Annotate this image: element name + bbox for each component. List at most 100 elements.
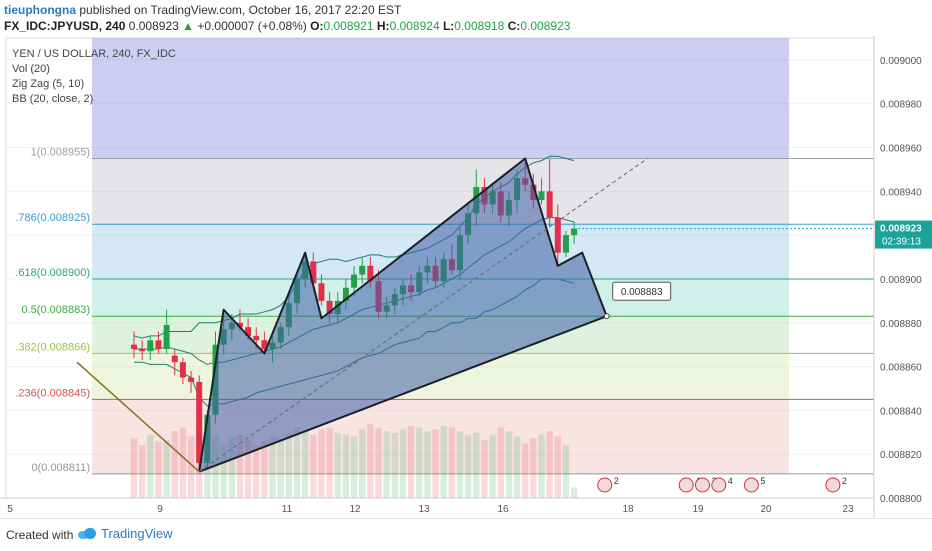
zigzag-line	[76, 361, 200, 473]
candle-body[interactable]	[359, 265, 366, 275]
volume-bar	[554, 436, 561, 498]
author-link[interactable]: tieuphongna	[4, 3, 76, 17]
volume-bar	[424, 431, 431, 498]
fib-level-label: 0.5(0.008883)	[22, 304, 91, 316]
volume-bar	[538, 434, 545, 498]
time-tick-label: 23	[842, 504, 854, 515]
candle-body[interactable]	[546, 191, 553, 218]
volume-bar	[399, 429, 407, 498]
event-flag-icon[interactable]	[825, 477, 841, 493]
candle-body[interactable]	[171, 355, 178, 363]
created-with-text: Created with	[6, 528, 74, 542]
candle-body[interactable]	[367, 265, 374, 282]
event-flag-icon[interactable]	[711, 477, 727, 493]
candle-body[interactable]	[236, 322, 243, 328]
event-flag-icon[interactable]	[695, 477, 710, 493]
time-tick-label: 11	[282, 504, 293, 515]
close-label: C:	[507, 19, 521, 33]
candle-body[interactable]	[261, 340, 268, 350]
volume-bar	[391, 432, 398, 498]
legend-volume[interactable]: Vol (20)	[12, 63, 50, 75]
volume-bar	[253, 445, 260, 498]
volume-bar	[570, 487, 578, 498]
candle-body[interactable]	[571, 228, 578, 236]
price-tick-label: 0.008880	[880, 319, 922, 330]
price-axis-bg	[874, 36, 932, 518]
symbol-name: FX_IDC:JPYUSD, 240	[4, 19, 126, 33]
event-count-label: 2	[614, 476, 619, 486]
candle-body[interactable]	[538, 191, 545, 201]
time-tick-label: 20	[760, 504, 772, 515]
candle-body[interactable]	[139, 349, 146, 352]
candle-body[interactable]	[562, 235, 569, 253]
candle-body[interactable]	[245, 327, 252, 336]
candle-body[interactable]	[131, 344, 137, 350]
indicator-legend: YEN / US DOLLAR, 240, FX_IDC Vol (20) Zi…	[12, 47, 176, 107]
chart-header: tieuphongna published on TradingView.com…	[0, 0, 932, 36]
price-tick-label: 0.008840	[880, 406, 922, 417]
volume-bar	[407, 425, 415, 498]
fib-level-label: 1(0.008955)	[31, 146, 90, 158]
volume-bar	[179, 427, 187, 498]
volume-bar	[456, 431, 464, 498]
price-tick-label: 0.008960	[880, 144, 922, 155]
legend-bollinger[interactable]: BB (20, close, 2)	[12, 93, 94, 105]
volume-bar	[359, 429, 366, 498]
candle-body[interactable]	[310, 261, 317, 284]
volume-bar	[277, 438, 284, 498]
pattern-outline[interactable]	[198, 157, 608, 472]
volume-bar	[350, 436, 358, 498]
candle-body[interactable]	[351, 274, 358, 288]
fib-level-label: 0(0.008811)	[31, 462, 90, 474]
price-tick-label: 0.008980	[880, 100, 922, 111]
fib-zone	[92, 158, 789, 225]
event-flag-icon[interactable]	[743, 477, 759, 493]
candle-body[interactable]	[554, 217, 561, 253]
volume-bar	[342, 434, 350, 498]
candle-body[interactable]	[147, 340, 154, 352]
legend-title[interactable]: YEN / US DOLLAR, 240, FX_IDC	[12, 48, 176, 60]
open-label: O:	[310, 19, 324, 33]
volume-bar	[530, 438, 537, 498]
tradingview-brand[interactable]: TradingView	[78, 526, 173, 541]
volume-bar	[269, 436, 276, 498]
event-flag-icon[interactable]	[678, 477, 694, 493]
price-tick-label: 0.008820	[880, 450, 922, 461]
volume-bar	[562, 445, 570, 498]
candle-body[interactable]	[188, 377, 195, 382]
candle-body[interactable]	[196, 381, 203, 463]
volume-bar	[375, 427, 382, 498]
time-tick-label: 12	[349, 504, 361, 515]
current-price-label: 0.008923	[880, 224, 922, 235]
volume-bar	[440, 425, 447, 498]
candle-body[interactable]	[163, 324, 170, 350]
price-chart[interactable]: 1(0.008955) .786(0.008925) .618(0.008900) 0…	[0, 36, 932, 518]
volume-bar	[310, 434, 317, 498]
legend-zigzag[interactable]: Zig Zag (5, 10)	[12, 78, 85, 90]
volume-bar	[432, 429, 439, 498]
candle-body[interactable]	[155, 340, 162, 350]
volume-bar	[383, 431, 390, 498]
pattern-trend-line[interactable]	[198, 315, 608, 473]
dashed-projection-line[interactable]	[198, 158, 648, 473]
candle-body[interactable]	[253, 335, 260, 341]
time-tick-label: 19	[692, 504, 704, 515]
pattern-end-point[interactable]	[603, 313, 610, 320]
price-tick-label: 0.009000	[880, 56, 922, 67]
pattern-price-label: 0.008883	[621, 287, 663, 298]
volume-bar	[497, 427, 504, 498]
volume-bar	[236, 434, 244, 498]
candle-body[interactable]	[326, 300, 333, 314]
tradingview-brand-text: TradingView	[101, 526, 173, 541]
volume-bar	[546, 431, 553, 498]
volume-bar	[481, 439, 488, 498]
candle-body[interactable]	[318, 283, 325, 301]
volume-bar	[473, 432, 480, 498]
low-label: L:	[442, 19, 455, 33]
pattern-price-callout	[612, 281, 672, 301]
price-tick-label: 0.008940	[880, 187, 922, 198]
candle-body[interactable]	[342, 287, 349, 301]
event-flag-icon[interactable]	[597, 477, 613, 493]
candle-body[interactable]	[179, 362, 186, 378]
volume-bar	[367, 424, 374, 498]
